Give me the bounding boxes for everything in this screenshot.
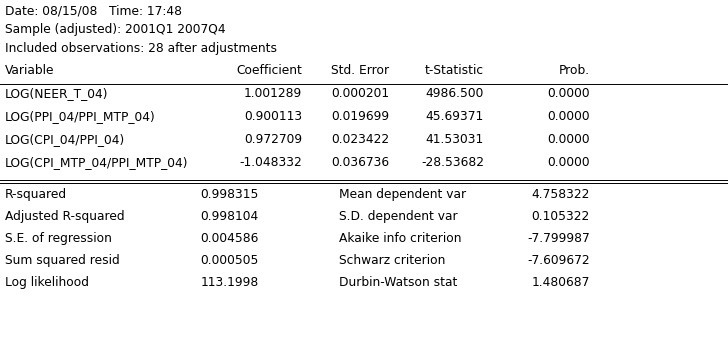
Text: Std. Error: Std. Error (331, 64, 389, 77)
Text: Included observations: 28 after adjustments: Included observations: 28 after adjustme… (5, 42, 277, 55)
Text: LOG(PPI_04/PPI_MTP_04): LOG(PPI_04/PPI_MTP_04) (5, 110, 156, 123)
Text: 0.000201: 0.000201 (331, 87, 389, 100)
Text: Durbin-Watson stat: Durbin-Watson stat (339, 276, 457, 289)
Text: -28.53682: -28.53682 (421, 156, 484, 169)
Text: -7.609672: -7.609672 (527, 254, 590, 267)
Text: -7.799987: -7.799987 (527, 232, 590, 245)
Text: t-Statistic: t-Statistic (425, 64, 484, 77)
Text: Date: 08/15/08   Time: 17:48: Date: 08/15/08 Time: 17:48 (5, 4, 182, 17)
Text: Sample (adjusted): 2001Q1 2007Q4: Sample (adjusted): 2001Q1 2007Q4 (5, 23, 226, 36)
Text: Schwarz criterion: Schwarz criterion (339, 254, 445, 267)
Text: LOG(CPI_MTP_04/PPI_MTP_04): LOG(CPI_MTP_04/PPI_MTP_04) (5, 156, 189, 169)
Text: 113.1998: 113.1998 (200, 276, 258, 289)
Text: 4986.500: 4986.500 (426, 87, 484, 100)
Text: LOG(CPI_04/PPI_04): LOG(CPI_04/PPI_04) (5, 133, 125, 146)
Text: Akaike info criterion: Akaike info criterion (339, 232, 461, 245)
Text: Log likelihood: Log likelihood (5, 276, 89, 289)
Text: 0.998104: 0.998104 (200, 210, 258, 223)
Text: 45.69371: 45.69371 (426, 110, 484, 123)
Text: 0.900113: 0.900113 (244, 110, 302, 123)
Text: 1.480687: 1.480687 (531, 276, 590, 289)
Text: Prob.: Prob. (558, 64, 590, 77)
Text: 0.023422: 0.023422 (331, 133, 389, 146)
Text: 0.019699: 0.019699 (331, 110, 389, 123)
Text: 0.0000: 0.0000 (547, 110, 590, 123)
Text: Adjusted R-squared: Adjusted R-squared (5, 210, 124, 223)
Text: Coefficient: Coefficient (237, 64, 302, 77)
Text: 0.0000: 0.0000 (547, 87, 590, 100)
Text: Mean dependent var: Mean dependent var (339, 188, 466, 201)
Text: Sum squared resid: Sum squared resid (5, 254, 120, 267)
Text: R-squared: R-squared (5, 188, 67, 201)
Text: 0.000505: 0.000505 (200, 254, 258, 267)
Text: 41.53031: 41.53031 (426, 133, 484, 146)
Text: 0.0000: 0.0000 (547, 156, 590, 169)
Text: 0.972709: 0.972709 (244, 133, 302, 146)
Text: 0.004586: 0.004586 (200, 232, 258, 245)
Text: -1.048332: -1.048332 (240, 156, 302, 169)
Text: Variable: Variable (5, 64, 55, 77)
Text: 4.758322: 4.758322 (531, 188, 590, 201)
Text: 0.998315: 0.998315 (200, 188, 258, 201)
Text: S.D. dependent var: S.D. dependent var (339, 210, 457, 223)
Text: 0.105322: 0.105322 (531, 210, 590, 223)
Text: S.E. of regression: S.E. of regression (5, 232, 112, 245)
Text: 0.036736: 0.036736 (331, 156, 389, 169)
Text: 0.0000: 0.0000 (547, 133, 590, 146)
Text: LOG(NEER_T_04): LOG(NEER_T_04) (5, 87, 108, 100)
Text: 1.001289: 1.001289 (244, 87, 302, 100)
